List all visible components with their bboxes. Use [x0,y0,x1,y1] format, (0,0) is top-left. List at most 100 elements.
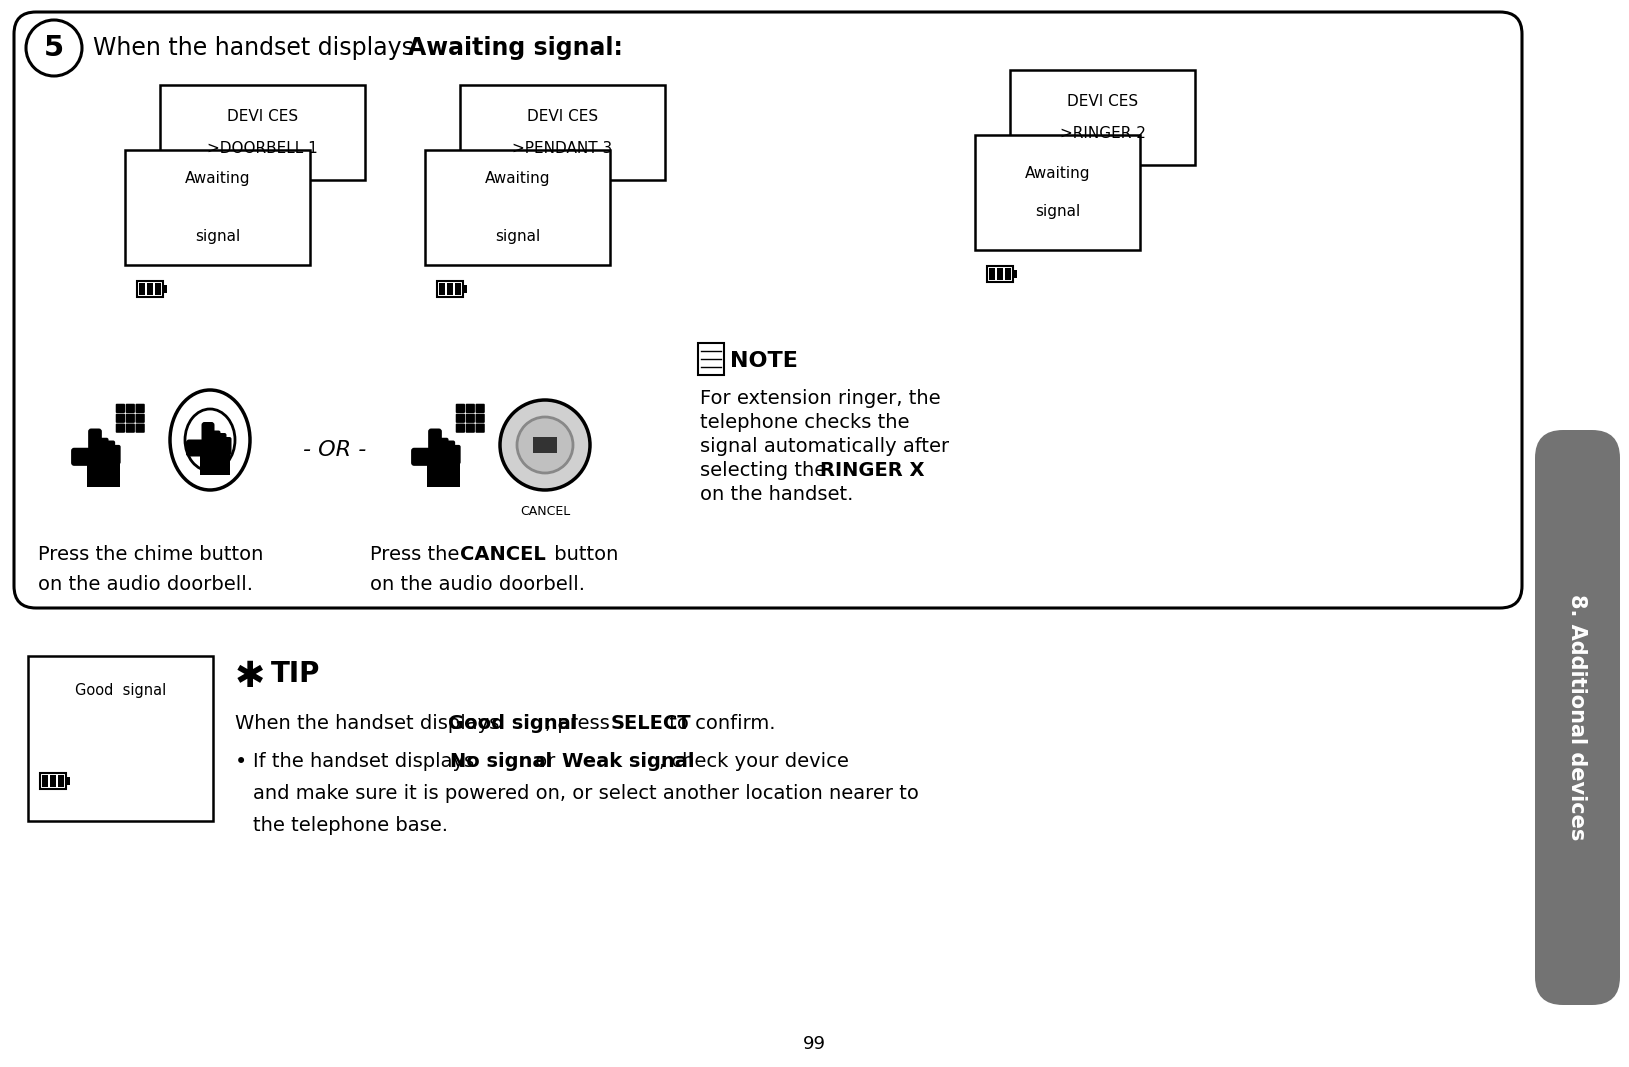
FancyBboxPatch shape [98,437,109,464]
FancyBboxPatch shape [210,430,220,455]
FancyBboxPatch shape [476,403,485,413]
Bar [1013,270,1016,278]
Bar [160,85,365,180]
Bar [200,452,230,475]
Text: RINGER X: RINGER X [819,461,925,480]
Bar [125,150,310,265]
FancyBboxPatch shape [202,423,215,456]
Text: on the audio doorbell.: on the audio doorbell. [37,575,252,594]
FancyBboxPatch shape [72,448,91,466]
Bar [438,283,445,294]
Bar [425,150,609,265]
Text: telephone checks the: telephone checks the [700,413,909,432]
Text: NOTE: NOTE [730,351,798,371]
FancyBboxPatch shape [456,403,464,413]
Text: DEVI CES: DEVI CES [226,109,298,124]
Text: DEVI CES: DEVI CES [526,109,598,124]
Text: Press the chime button: Press the chime button [37,545,264,564]
FancyBboxPatch shape [135,414,145,423]
FancyBboxPatch shape [476,424,485,433]
Text: DEVI CES: DEVI CES [1067,94,1139,109]
Text: When the handset displays: When the handset displays [93,36,422,60]
Text: >RINGER 2: >RINGER 2 [1059,126,1145,141]
FancyBboxPatch shape [104,441,116,464]
Text: on the handset.: on the handset. [700,485,854,504]
Bar [989,268,995,280]
Text: or: or [529,752,562,771]
FancyBboxPatch shape [135,403,145,413]
Text: to confirm.: to confirm. [663,714,775,733]
Text: When the handset displays: When the handset displays [235,714,505,733]
Text: Awaiting: Awaiting [485,171,551,187]
Text: 8. Additional devices: 8. Additional devices [1567,594,1588,841]
Text: on the audio doorbell.: on the audio doorbell. [370,575,585,594]
FancyBboxPatch shape [125,403,135,413]
Text: signal: signal [195,228,239,243]
FancyBboxPatch shape [116,414,125,423]
Bar [163,285,168,293]
FancyBboxPatch shape [223,437,231,455]
Bar [1005,268,1012,280]
Bar [976,136,1140,250]
Text: SELECT: SELECT [611,714,691,733]
Text: Awaiting signal:: Awaiting signal: [407,36,622,60]
FancyBboxPatch shape [476,414,485,423]
FancyBboxPatch shape [135,424,145,433]
Text: CANCEL: CANCEL [459,545,546,564]
FancyBboxPatch shape [445,441,454,464]
Bar [533,437,557,453]
Text: and make sure it is powered on, or select another location nearer to: and make sure it is powered on, or selec… [252,784,919,803]
FancyBboxPatch shape [15,12,1521,608]
Bar [1010,70,1196,165]
Text: CANCEL: CANCEL [520,505,570,517]
FancyBboxPatch shape [116,403,125,413]
Bar [147,283,153,294]
Bar [155,283,161,294]
Bar [86,462,121,487]
FancyBboxPatch shape [451,445,461,464]
FancyBboxPatch shape [438,437,448,464]
Text: signal automatically after: signal automatically after [700,437,950,456]
Text: Awaiting: Awaiting [1025,165,1090,180]
Text: 5: 5 [44,34,64,62]
Text: TIP: TIP [270,660,321,688]
Bar [437,281,463,297]
Text: Good signal: Good signal [448,714,578,733]
Bar [42,775,47,787]
Circle shape [516,417,573,473]
FancyBboxPatch shape [466,403,476,413]
Text: , press: , press [546,714,616,733]
Bar [138,283,145,294]
Text: Weak signal: Weak signal [562,752,694,771]
Bar [41,773,67,789]
Text: For extension ringer, the: For extension ringer, the [700,389,940,408]
Text: No signal: No signal [450,752,552,771]
FancyBboxPatch shape [411,448,430,466]
Text: ✱: ✱ [235,660,266,694]
FancyBboxPatch shape [466,414,476,423]
FancyBboxPatch shape [88,429,103,465]
Text: Good  signal: Good signal [75,684,166,699]
Bar [697,343,723,375]
Ellipse shape [186,409,235,471]
FancyBboxPatch shape [1535,430,1619,1005]
Text: >PENDANT 3: >PENDANT 3 [513,141,613,156]
Bar [459,85,665,180]
Bar [50,775,55,787]
Text: - OR -: - OR - [303,440,367,460]
FancyBboxPatch shape [116,424,125,433]
Text: 99: 99 [803,1035,826,1053]
FancyBboxPatch shape [428,429,441,465]
Bar [137,281,163,297]
Text: signal: signal [1034,204,1080,219]
Text: button: button [547,545,619,564]
Bar [28,656,213,821]
FancyBboxPatch shape [217,433,226,455]
Text: Awaiting: Awaiting [184,171,251,187]
Bar [427,462,459,487]
FancyBboxPatch shape [456,414,464,423]
Circle shape [26,20,81,76]
Circle shape [500,400,590,490]
FancyBboxPatch shape [125,414,135,423]
Text: If the handset displays: If the handset displays [252,752,481,771]
